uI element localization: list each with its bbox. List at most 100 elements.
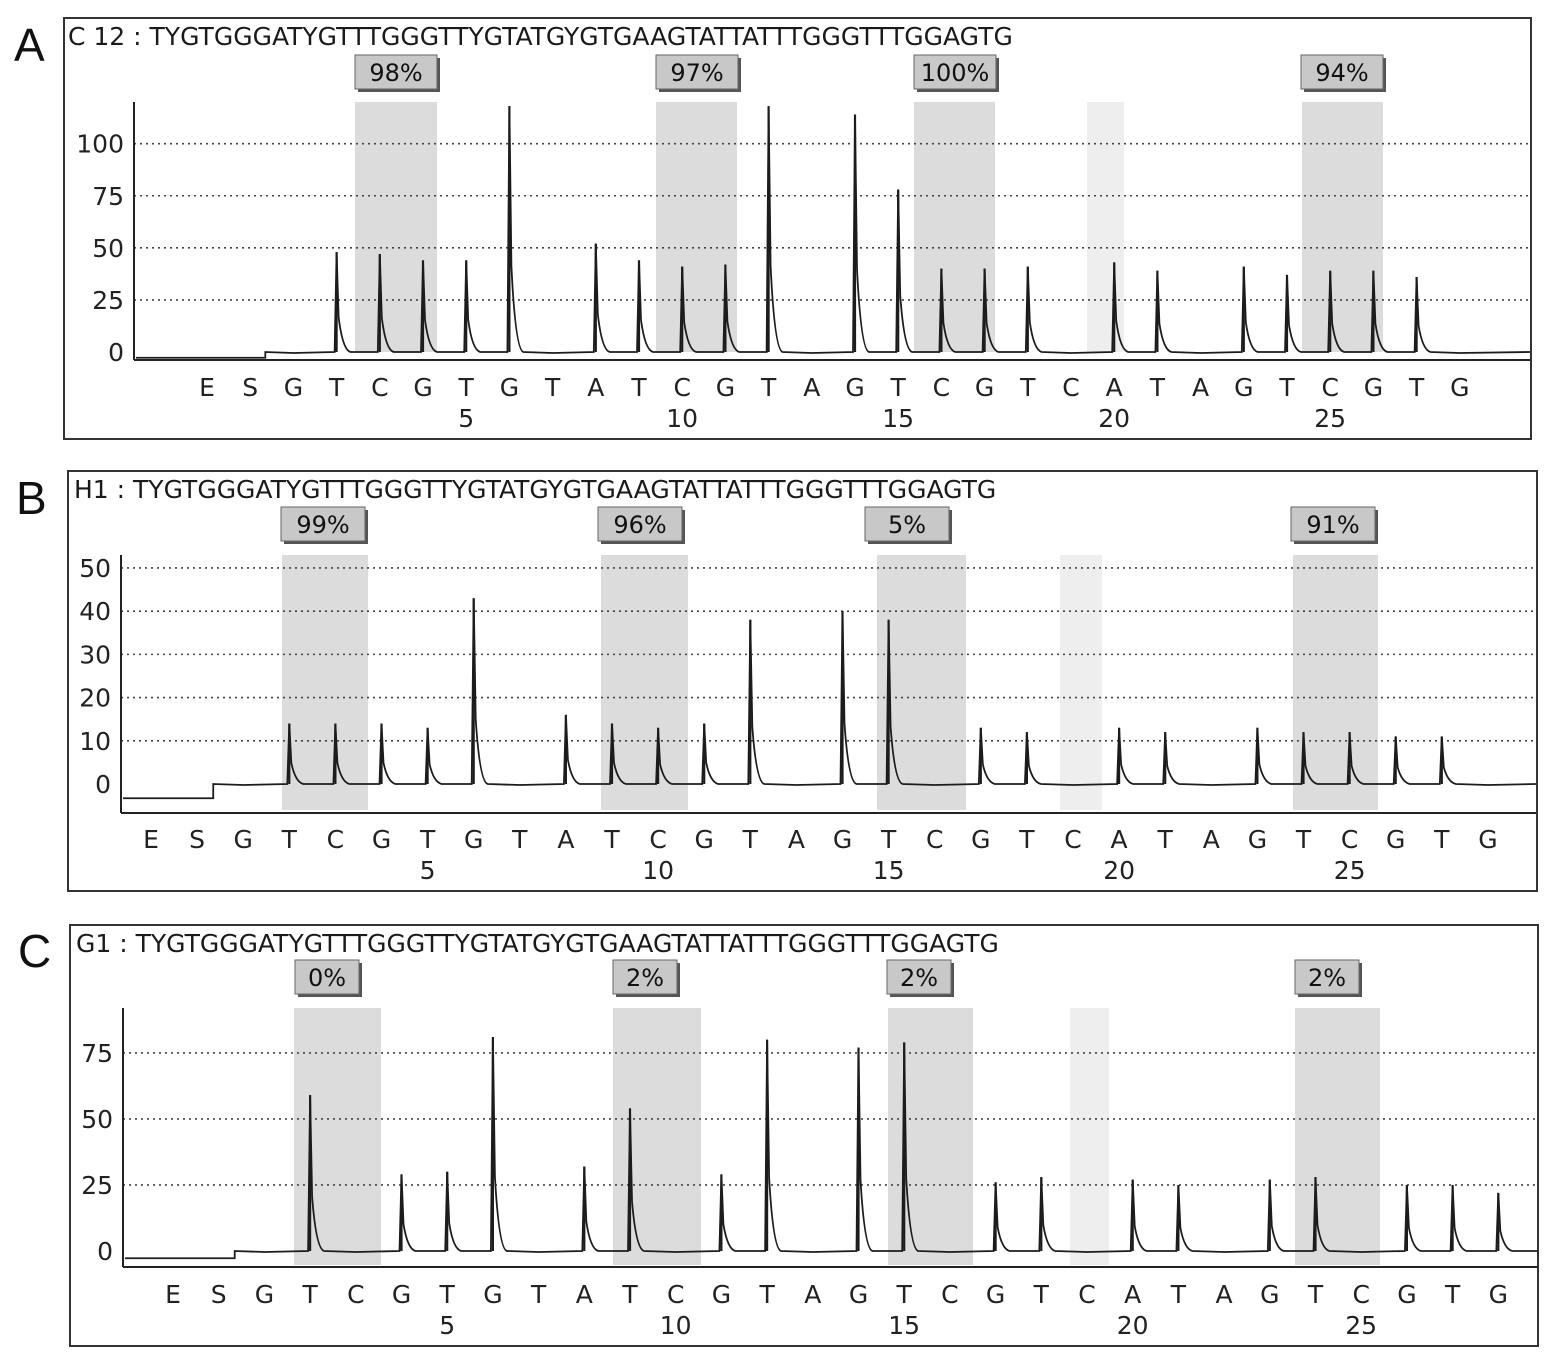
dispensation-label: C [667,1280,684,1309]
dispensation-label: S [211,1280,227,1309]
dispensation-label: A [1106,373,1123,402]
dispensation-label: G [712,1280,731,1309]
dispensation-label: S [189,825,205,854]
dispensation-label: C [1062,373,1079,402]
dispensation-label: T [1018,825,1035,854]
dispensation-label: C [1078,1280,1095,1309]
cpg-site-band [1293,555,1378,810]
y-tick-label: 0 [95,770,111,799]
y-tick-label: 25 [81,1171,113,1200]
y-tick-label: 0 [108,338,124,367]
dispensation-label: T [328,373,345,402]
position-label: 20 [1117,1311,1149,1340]
pyrogram-trace [123,598,1537,800]
y-tick-label: 75 [81,1039,113,1068]
dispensation-label: T [603,825,620,854]
dispensation-label: A [804,1280,821,1309]
methylation-percent: 99% [296,511,349,539]
dispensation-label: G [464,825,483,854]
methylation-percent: 100% [921,59,990,87]
methylation-percent: 2% [626,964,664,992]
dispensation-label: A [557,825,574,854]
dispensation-label: T [630,373,647,402]
y-tick-label: 30 [79,640,111,669]
position-label: 25 [1345,1311,1377,1340]
methylation-badge: 98% [354,54,440,92]
cpg-site-band [1302,102,1383,352]
dispensation-label: G [986,1280,1005,1309]
dispensation-label: T [1433,825,1450,854]
position-label: 5 [439,1311,455,1340]
sequence-header: H1 : TYGTGGGATYGTTTGGGTTYGTATGYGTGAAGTAT… [74,475,996,504]
dispensation-label: G [716,373,735,402]
dispensation-label: A [803,373,820,402]
dispensation-label: C [1352,1280,1369,1309]
y-tick-label: 20 [79,684,111,713]
dispensation-label: C [673,373,690,402]
dispensation-label: G [284,373,303,402]
dispensation-label: G [255,1280,274,1309]
methylation-badge: 96% [597,506,685,544]
dispensation-label: G [413,373,432,402]
y-tick-label: 75 [92,182,124,211]
dispensation-label: C [347,1280,364,1309]
dispensation-label: T [1444,1280,1461,1309]
dispensation-label: G [234,825,253,854]
dispensation-label: T [511,825,528,854]
dispensation-label: G [845,373,864,402]
dispensation-label: T [419,825,436,854]
dispensation-label: A [587,373,604,402]
dispensation-label: T [281,825,298,854]
dispensation-label: T [530,1280,547,1309]
dispensation-label: C [926,825,943,854]
dispensation-label: T [1307,1280,1324,1309]
position-label: 25 [1334,856,1366,885]
panel-frame [69,924,1539,1347]
cpg-site-band [613,1008,701,1265]
pyrogram-panel-c: 0% 2% 2% 2% G1 : TYGTGGGATYGTTTGGGTTYGTATGY… [69,924,1539,1347]
position-label: 15 [882,404,914,433]
dispensation-label: G [1364,373,1383,402]
methylation-percent: 91% [1306,511,1359,539]
dispensation-label: T [621,1280,638,1309]
dispensation-label: G [1397,1280,1416,1309]
position-label: 25 [1314,404,1346,433]
dispensation-label: E [143,825,159,854]
y-tick-label: 40 [79,597,111,626]
pyrogram-trace [136,106,1531,359]
sequence-header: C 12 : TYGTGGGATYGTTTGGGTTYGTATGYGTGAAGT… [68,22,1013,51]
dispensation-label: A [1124,1280,1141,1309]
pyrogram-panel-a: 98% 97% 100% 94% C 12 : TYGTGGGATYGTTTGGGTT… [63,17,1532,440]
dispensation-label: T [896,1280,913,1309]
dispensation-label: G [372,825,391,854]
cpg-site-band [888,1008,973,1265]
panel-letter-a: A [14,19,45,71]
dispensation-label: T [301,1280,318,1309]
dispensation-label: G [1386,825,1405,854]
position-label: 15 [873,856,905,885]
position-label: 20 [1103,856,1135,885]
cpg-site-band [282,555,368,810]
methylation-percent: 0% [308,964,346,992]
control-band [1060,555,1102,810]
dispensation-label: C [371,373,388,402]
dispensation-label: G [1489,1280,1508,1309]
methylation-badge: 100% [913,54,999,92]
panel-frame [67,470,1538,892]
methylation-badge: 97% [655,54,741,92]
methylation-badge: 94% [1300,54,1386,92]
dispensation-label: T [742,825,759,854]
dispensation-label: T [544,373,561,402]
panel-frame [63,17,1532,440]
y-tick-label: 25 [92,286,124,315]
dispensation-label: E [165,1280,181,1309]
methylation-badge: 2% [886,959,954,997]
dispensation-label: C [1341,825,1358,854]
dispensation-label: G [1450,373,1469,402]
dispensation-label: G [483,1280,502,1309]
methylation-percent: 2% [1308,964,1346,992]
dispensation-label: T [439,1280,456,1309]
position-label: 10 [642,856,674,885]
dispensation-label: T [1149,373,1166,402]
pyrogram-panel-b: 99% 96% 5% 91% H1 : TYGTGGGATYGTTTGGGTTYGTA… [67,470,1538,892]
